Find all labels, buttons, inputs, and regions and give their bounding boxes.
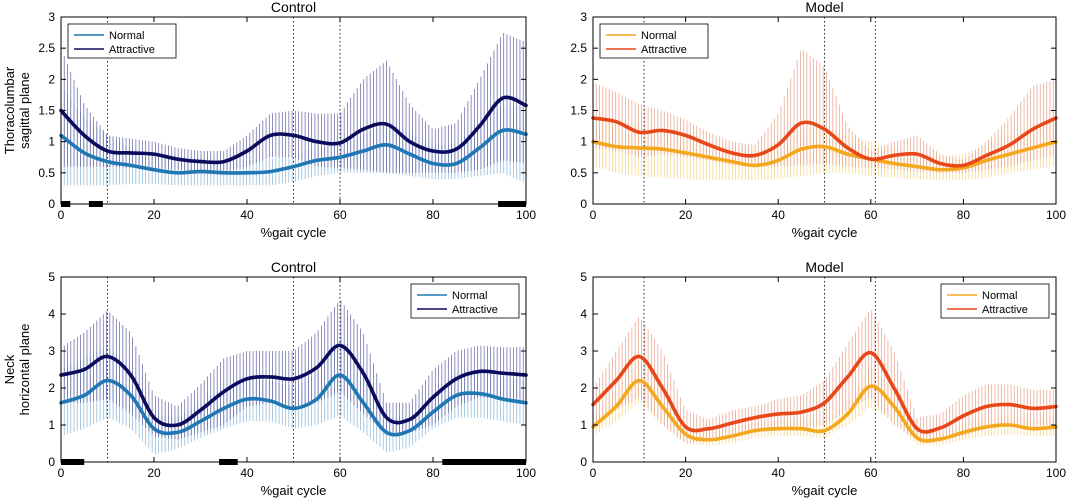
legend-box: [940, 283, 1050, 319]
legend-label-normal: Normal: [452, 290, 487, 302]
series-line-attractive: [59, 95, 528, 165]
x-tick-label: 40: [240, 208, 254, 222]
series-line-attractive: [591, 350, 1058, 434]
y-tick-label: 0.5: [570, 166, 587, 180]
chart-title: Control: [271, 259, 316, 275]
error-band-attractive: [592, 310, 1054, 444]
chart-title: Model: [805, 0, 843, 15]
y-tick-label: 1.5: [570, 104, 587, 118]
y-tick-label: 3: [580, 10, 587, 24]
series-line-attractive: [591, 116, 1058, 168]
x-tick-label: 100: [516, 466, 536, 480]
legend: Normal Attractive: [410, 283, 520, 319]
x-tick-label: 100: [1046, 466, 1066, 480]
legend-box: [599, 23, 709, 59]
chart-title: Model: [805, 259, 843, 275]
y-tick-label: 4: [580, 307, 587, 321]
plot-frame: [60, 276, 527, 463]
y-tick-label: 2.5: [570, 41, 587, 55]
x-tick-label: 40: [240, 466, 254, 480]
y-tick-label: 2: [580, 72, 587, 86]
legend: Normal Attractive: [940, 283, 1050, 319]
y-tick-label: 1: [48, 418, 55, 432]
y-tick-label: 4: [48, 307, 55, 321]
y-tick-label: 2.5: [38, 41, 55, 55]
x-tick-label: 20: [679, 208, 693, 222]
x-tick-label: 20: [679, 466, 693, 480]
legend-label-normal: Normal: [641, 30, 676, 42]
x-tick-label: 60: [864, 466, 878, 480]
legend-label-attractive: Attractive: [982, 304, 1028, 316]
x-axis-label: %gait cycle: [792, 483, 858, 498]
y-axis-label: Neck: [2, 354, 17, 384]
y-tick-label: 2: [48, 381, 55, 395]
x-tick-label: 60: [864, 208, 878, 222]
y-tick-label: 0: [580, 455, 587, 469]
legend-label-attractive: Attractive: [641, 44, 687, 56]
y-tick-label: 5: [48, 270, 55, 284]
y-tick-label: 1.5: [38, 104, 55, 118]
legend-box: [67, 23, 177, 59]
legend: Normal Attractive: [67, 23, 177, 59]
chart-control-neck: 0 1 2 3 4 5 0 20 40 60 80 100 Control %gait cycle Neck…: [2, 259, 536, 498]
x-tick-label: 0: [590, 208, 597, 222]
x-tick-label: 60: [333, 466, 347, 480]
chart-model-thoracolumbar: 0 0.5 1 1.5 2 2.5 3 0 20 40 60 80 100 Model %gait cycl…: [570, 0, 1066, 240]
x-tick-label: 0: [590, 466, 597, 480]
series-line-normal: [59, 373, 528, 437]
x-axis-label: %gait cycle: [261, 483, 327, 498]
y-tick-label: 1: [48, 135, 55, 149]
y-tick-label: 5: [580, 270, 587, 284]
y-axis-label: Thoracolumbar: [2, 66, 17, 154]
x-tick-label: 80: [957, 208, 971, 222]
y-tick-label: 3: [48, 344, 55, 358]
series-line-normal: [591, 139, 1058, 172]
x-tick-label: 40: [772, 466, 786, 480]
y-tick-label: 0: [580, 197, 587, 211]
legend-label-attractive: Attractive: [109, 44, 155, 56]
x-tick-label: 80: [426, 466, 440, 480]
x-axis-label: %gait cycle: [792, 225, 858, 240]
x-tick-label: 0: [58, 208, 65, 222]
y-tick-label: 3: [48, 10, 55, 24]
plot-frame: [592, 276, 1057, 463]
x-tick-label: 100: [516, 208, 536, 222]
x-tick-label: 100: [1046, 208, 1066, 222]
y-tick-label: 0: [48, 455, 55, 469]
y-tick-label: 1: [580, 135, 587, 149]
x-tick-label: 80: [957, 466, 971, 480]
x-tick-label: 20: [147, 466, 161, 480]
x-tick-label: 20: [147, 208, 161, 222]
chart-control-thoracolumbar: 0 0.5 1 1.5 2 2.5 3 0 20 40 60 80 100 Control %gait cy…: [2, 0, 536, 240]
y-tick-label: 2: [48, 72, 55, 86]
y-tick-label: 1: [580, 418, 587, 432]
y-axis-label: horizontal plane: [17, 324, 32, 416]
x-tick-label: 60: [333, 208, 347, 222]
chart-title: Control: [271, 0, 316, 15]
series-line-normal: [59, 128, 528, 175]
x-tick-label: 40: [772, 208, 786, 222]
x-tick-label: 80: [426, 208, 440, 222]
y-tick-label: 3: [580, 344, 587, 358]
legend-label-normal: Normal: [109, 30, 144, 42]
legend-label-normal: Normal: [982, 290, 1017, 302]
y-axis-label: sagittal plane: [17, 72, 32, 149]
series-line-attractive: [59, 343, 528, 428]
y-tick-label: 0: [48, 197, 55, 211]
y-tick-label: 2: [580, 381, 587, 395]
series-line-normal: [591, 378, 1058, 443]
legend-label-attractive: Attractive: [452, 304, 498, 316]
legend-box: [410, 283, 520, 319]
x-tick-label: 0: [58, 466, 65, 480]
chart-model-neck: 0 1 2 3 4 5 0 20 40 60 80 100 Model %gait cycle Normal…: [580, 259, 1066, 498]
error-band-attractive: [592, 50, 1054, 173]
x-axis-label: %gait cycle: [261, 225, 327, 240]
y-tick-label: 0.5: [38, 166, 55, 180]
legend: Normal Attractive: [599, 23, 709, 59]
